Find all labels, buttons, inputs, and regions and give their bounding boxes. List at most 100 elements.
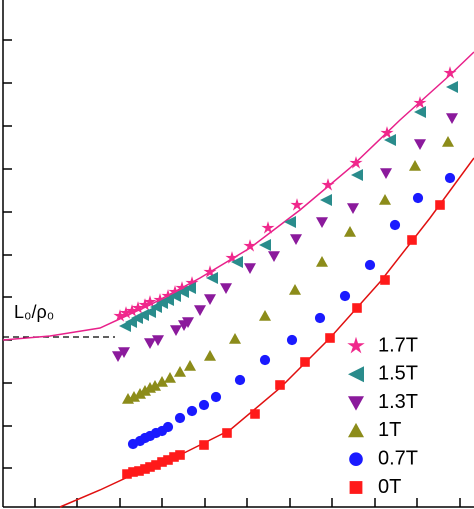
point: [210, 391, 222, 403]
point: [153, 293, 167, 306]
point: [199, 440, 209, 450]
point: [184, 282, 196, 294]
point: [321, 178, 335, 191]
point: [286, 334, 298, 346]
point: [164, 372, 176, 383]
point: [349, 156, 363, 169]
legend-marker: [348, 366, 364, 383]
point: [156, 376, 168, 387]
point: [446, 113, 458, 124]
point: [169, 290, 181, 302]
point: [231, 256, 243, 268]
point: [170, 325, 182, 336]
point: [443, 66, 457, 79]
point: [344, 226, 356, 237]
point: [314, 312, 326, 324]
point: [144, 306, 156, 318]
legend-label: 1.3T: [378, 391, 418, 413]
point: [118, 347, 130, 358]
point: [414, 139, 426, 150]
point: [352, 303, 362, 313]
fit-curve: [2, 51, 474, 341]
point: [119, 306, 133, 319]
point: [125, 304, 139, 317]
point: [204, 294, 216, 305]
point: [206, 272, 218, 284]
point: [186, 405, 198, 417]
point: [194, 305, 206, 316]
point: [351, 169, 363, 181]
point: [320, 194, 332, 206]
point: [138, 298, 152, 311]
point: [442, 136, 454, 147]
point: [128, 391, 140, 402]
point: [289, 284, 301, 295]
point: [152, 335, 164, 346]
point: [134, 388, 146, 399]
point: [290, 234, 302, 245]
point: [259, 354, 271, 366]
point: [413, 96, 427, 109]
point: [379, 194, 391, 205]
point: [234, 374, 246, 386]
point: [174, 412, 186, 424]
point: [168, 285, 182, 298]
legend-label: 0T: [378, 476, 401, 498]
point: [244, 263, 256, 274]
point: [409, 160, 421, 171]
point: [222, 428, 232, 438]
point: [203, 265, 217, 278]
legend-marker: [348, 422, 364, 438]
point: [380, 275, 390, 285]
point: [444, 172, 456, 184]
point: [261, 221, 275, 234]
legend-label: 1T: [378, 419, 401, 441]
point: [290, 198, 304, 211]
point: [284, 216, 296, 228]
point: [229, 333, 241, 344]
point: [347, 203, 359, 214]
point: [161, 289, 175, 302]
point: [139, 385, 151, 396]
point: [131, 301, 145, 314]
point: [185, 276, 199, 289]
point: [225, 251, 239, 264]
point: [144, 338, 156, 349]
point: [182, 317, 194, 328]
point: [162, 421, 174, 433]
point: [259, 239, 271, 251]
point: [143, 295, 157, 308]
point: [412, 192, 424, 204]
point: [243, 239, 257, 252]
reference-label: L₀/ρ₀: [14, 302, 54, 322]
point: [407, 235, 417, 245]
point: [339, 290, 351, 302]
legend-label: 1.5T: [378, 363, 418, 385]
legend-marker: [348, 396, 364, 411]
point: [149, 380, 161, 391]
fit-curve: [59, 157, 474, 508]
legend-marker: [347, 336, 365, 354]
point: [175, 450, 185, 460]
point: [316, 217, 328, 228]
legend-label: 1.7T: [378, 334, 418, 356]
point: [268, 251, 280, 262]
legend-marker: [349, 481, 363, 494]
point: [380, 168, 392, 179]
point: [113, 309, 127, 322]
point: [300, 357, 310, 367]
point: [112, 351, 124, 362]
point: [384, 134, 396, 146]
point: [316, 256, 328, 267]
point: [446, 81, 458, 93]
point: [250, 409, 260, 419]
point: [175, 281, 189, 294]
point: [414, 106, 426, 118]
point: [380, 126, 394, 139]
point: [435, 200, 445, 210]
point: [220, 283, 232, 294]
point: [364, 259, 376, 271]
point: [184, 360, 196, 371]
point: [174, 366, 186, 377]
